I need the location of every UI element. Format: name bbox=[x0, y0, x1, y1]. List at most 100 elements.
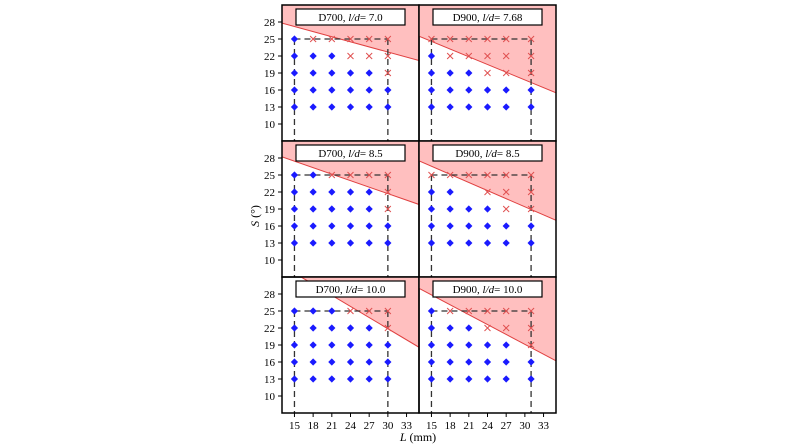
feasible-point bbox=[290, 324, 299, 332]
y-tick-label: 19 bbox=[264, 68, 276, 80]
feasible-point bbox=[328, 358, 336, 366]
panel-title-ratio: l/d bbox=[485, 148, 497, 160]
panel-title: D900, l/d= 10.0 bbox=[453, 284, 523, 296]
panel-title-config: D700, bbox=[316, 284, 346, 296]
feasible-point bbox=[346, 324, 355, 332]
y-tick-label: 16 bbox=[264, 85, 276, 97]
feasible-point bbox=[365, 358, 373, 366]
x-tick-label: 27 bbox=[364, 420, 376, 432]
infeasible-point bbox=[365, 35, 373, 43]
feasible-point bbox=[384, 341, 392, 349]
panel-title-config: D900, bbox=[455, 148, 485, 160]
panel-3: 10 13 16 19 22 25 28 D700, l/d= 8.5 bbox=[264, 140, 420, 278]
feasible-point bbox=[328, 69, 336, 77]
feasible-point bbox=[427, 307, 436, 315]
x-axis-title: L (mm) bbox=[399, 430, 436, 444]
feasible-point bbox=[446, 103, 454, 111]
infeasible-point bbox=[328, 35, 336, 43]
feasible-point bbox=[502, 103, 510, 111]
feasible-point bbox=[527, 358, 535, 366]
feasible-point bbox=[365, 239, 373, 247]
infeasible-point bbox=[347, 35, 354, 43]
feasible-point bbox=[309, 324, 317, 332]
feasible-point bbox=[427, 358, 436, 366]
feasible-point bbox=[328, 86, 336, 94]
panel-title-value: = 8.5 bbox=[360, 148, 383, 160]
feasible-point bbox=[465, 103, 473, 111]
feasible-point bbox=[502, 375, 510, 383]
feasible-point bbox=[483, 103, 492, 111]
infeasible-point bbox=[502, 307, 510, 315]
panel-6: 15 18 21 24 27 30 33 D900, l/d= 10.0 bbox=[418, 276, 557, 432]
feasible-point bbox=[346, 222, 355, 230]
feasible-point bbox=[427, 239, 436, 247]
infeasible-point bbox=[384, 35, 392, 43]
feasible-point bbox=[502, 341, 510, 349]
feasible-point bbox=[328, 324, 336, 332]
infeasible-point bbox=[465, 307, 473, 315]
feasible-point bbox=[427, 324, 436, 332]
feasible-point bbox=[483, 205, 492, 213]
feasible-point bbox=[465, 341, 473, 349]
feasible-point bbox=[502, 222, 510, 230]
y-tick-label: 25 bbox=[264, 34, 276, 46]
panel-4: D900, l/d= 8.5 bbox=[418, 140, 557, 278]
panel-title-config: D700, bbox=[318, 148, 348, 160]
feasible-point bbox=[346, 358, 355, 366]
infeasible-point bbox=[446, 171, 454, 179]
y-axis-variable: S bbox=[248, 221, 262, 227]
panel-title-ratio: l/d bbox=[348, 12, 360, 24]
y-tick-label: 19 bbox=[264, 204, 276, 216]
feasible-point bbox=[365, 222, 373, 230]
infeasible-point bbox=[309, 35, 317, 43]
infeasible-point bbox=[347, 171, 354, 179]
infeasible-point bbox=[527, 35, 535, 43]
panel-title-config: D900, bbox=[453, 12, 483, 24]
y-tick-label: 28 bbox=[264, 289, 276, 301]
feasible-point bbox=[365, 324, 373, 332]
feasible-point bbox=[465, 69, 473, 77]
infeasible-point bbox=[502, 324, 510, 332]
infeasible-point bbox=[347, 307, 354, 315]
feasible-point bbox=[309, 375, 317, 383]
infeasible-point bbox=[502, 188, 510, 196]
feasible-point bbox=[328, 239, 336, 247]
infeasible-point bbox=[384, 324, 392, 332]
infeasible-point bbox=[502, 205, 510, 213]
infeasible-point bbox=[428, 171, 435, 179]
feasible-point bbox=[446, 86, 454, 94]
panel-title: D900, l/d= 7.68 bbox=[453, 12, 523, 24]
feasible-point bbox=[309, 171, 317, 179]
feasible-point bbox=[365, 188, 373, 196]
feasible-point bbox=[309, 86, 317, 94]
feasible-point bbox=[384, 358, 392, 366]
feasible-point bbox=[427, 375, 436, 383]
x-tick-label: 33 bbox=[401, 420, 413, 432]
feasible-point bbox=[465, 222, 473, 230]
panel-title-ratio: l/d bbox=[346, 284, 358, 296]
feasible-point bbox=[290, 86, 299, 94]
region-boundary bbox=[300, 277, 419, 348]
feasible-point bbox=[465, 358, 473, 366]
infeasible-point bbox=[502, 69, 510, 77]
feasible-point bbox=[290, 69, 299, 77]
region-boundary bbox=[282, 156, 419, 205]
feasible-point bbox=[427, 52, 436, 60]
panel-title-value: = 8.5 bbox=[497, 148, 520, 160]
feasible-point bbox=[446, 69, 454, 77]
y-tick-label: 13 bbox=[264, 238, 276, 250]
infeasible-point bbox=[384, 307, 392, 315]
panel-title-value: = 7.68 bbox=[494, 12, 523, 24]
infeasible-point bbox=[527, 171, 535, 179]
infeasible-point bbox=[484, 171, 491, 179]
feasible-point bbox=[346, 375, 355, 383]
feasible-point bbox=[290, 52, 299, 60]
feasible-point bbox=[290, 205, 299, 213]
feasible-point bbox=[328, 52, 336, 60]
infeasible-point bbox=[365, 307, 373, 315]
y-tick-label: 10 bbox=[264, 119, 276, 131]
infeasible-point bbox=[384, 205, 392, 213]
infeasible-point bbox=[384, 188, 392, 196]
feasible-point bbox=[446, 375, 454, 383]
